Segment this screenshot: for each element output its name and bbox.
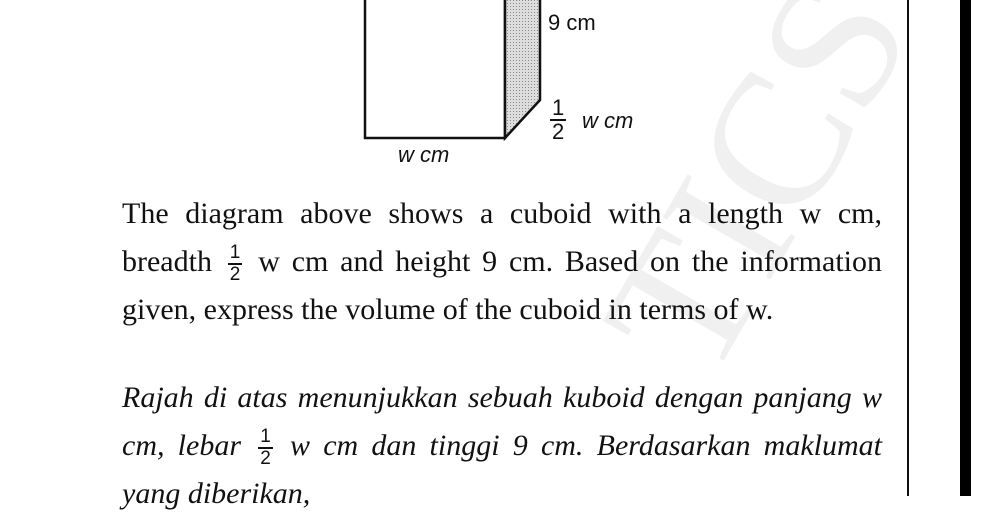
length-label: w cm — [398, 142, 450, 167]
english-paragraph: The diagram above shows a cuboid with a … — [122, 190, 882, 334]
malay-paragraph: Rajah di atas menunjukkan sebuah kuboid … — [122, 374, 882, 518]
text: The diagram above shows a cuboid with a … — [122, 197, 882, 278]
text: w cm dan tinggi 9 cm. Berdasarkan maklum… — [122, 429, 882, 510]
numerator: 1 — [550, 95, 567, 121]
border-bar — [960, 0, 971, 496]
front-face — [363, 0, 507, 140]
denominator: 2 — [260, 448, 271, 470]
height-label: 9 cm — [548, 10, 596, 35]
denominator: 2 — [229, 264, 241, 286]
diagram-layer — [363, 0, 971, 496]
text: Rajah di atas menunjukkan sebuah kuboid … — [122, 381, 882, 462]
breadth-label: w cm — [582, 108, 634, 133]
numerator: 1 — [258, 426, 273, 450]
denominator: 2 — [552, 119, 565, 144]
text: w cm and height 9 cm. Based on the infor… — [122, 245, 882, 326]
side-face — [503, 0, 542, 142]
numerator: 1 — [227, 242, 243, 266]
